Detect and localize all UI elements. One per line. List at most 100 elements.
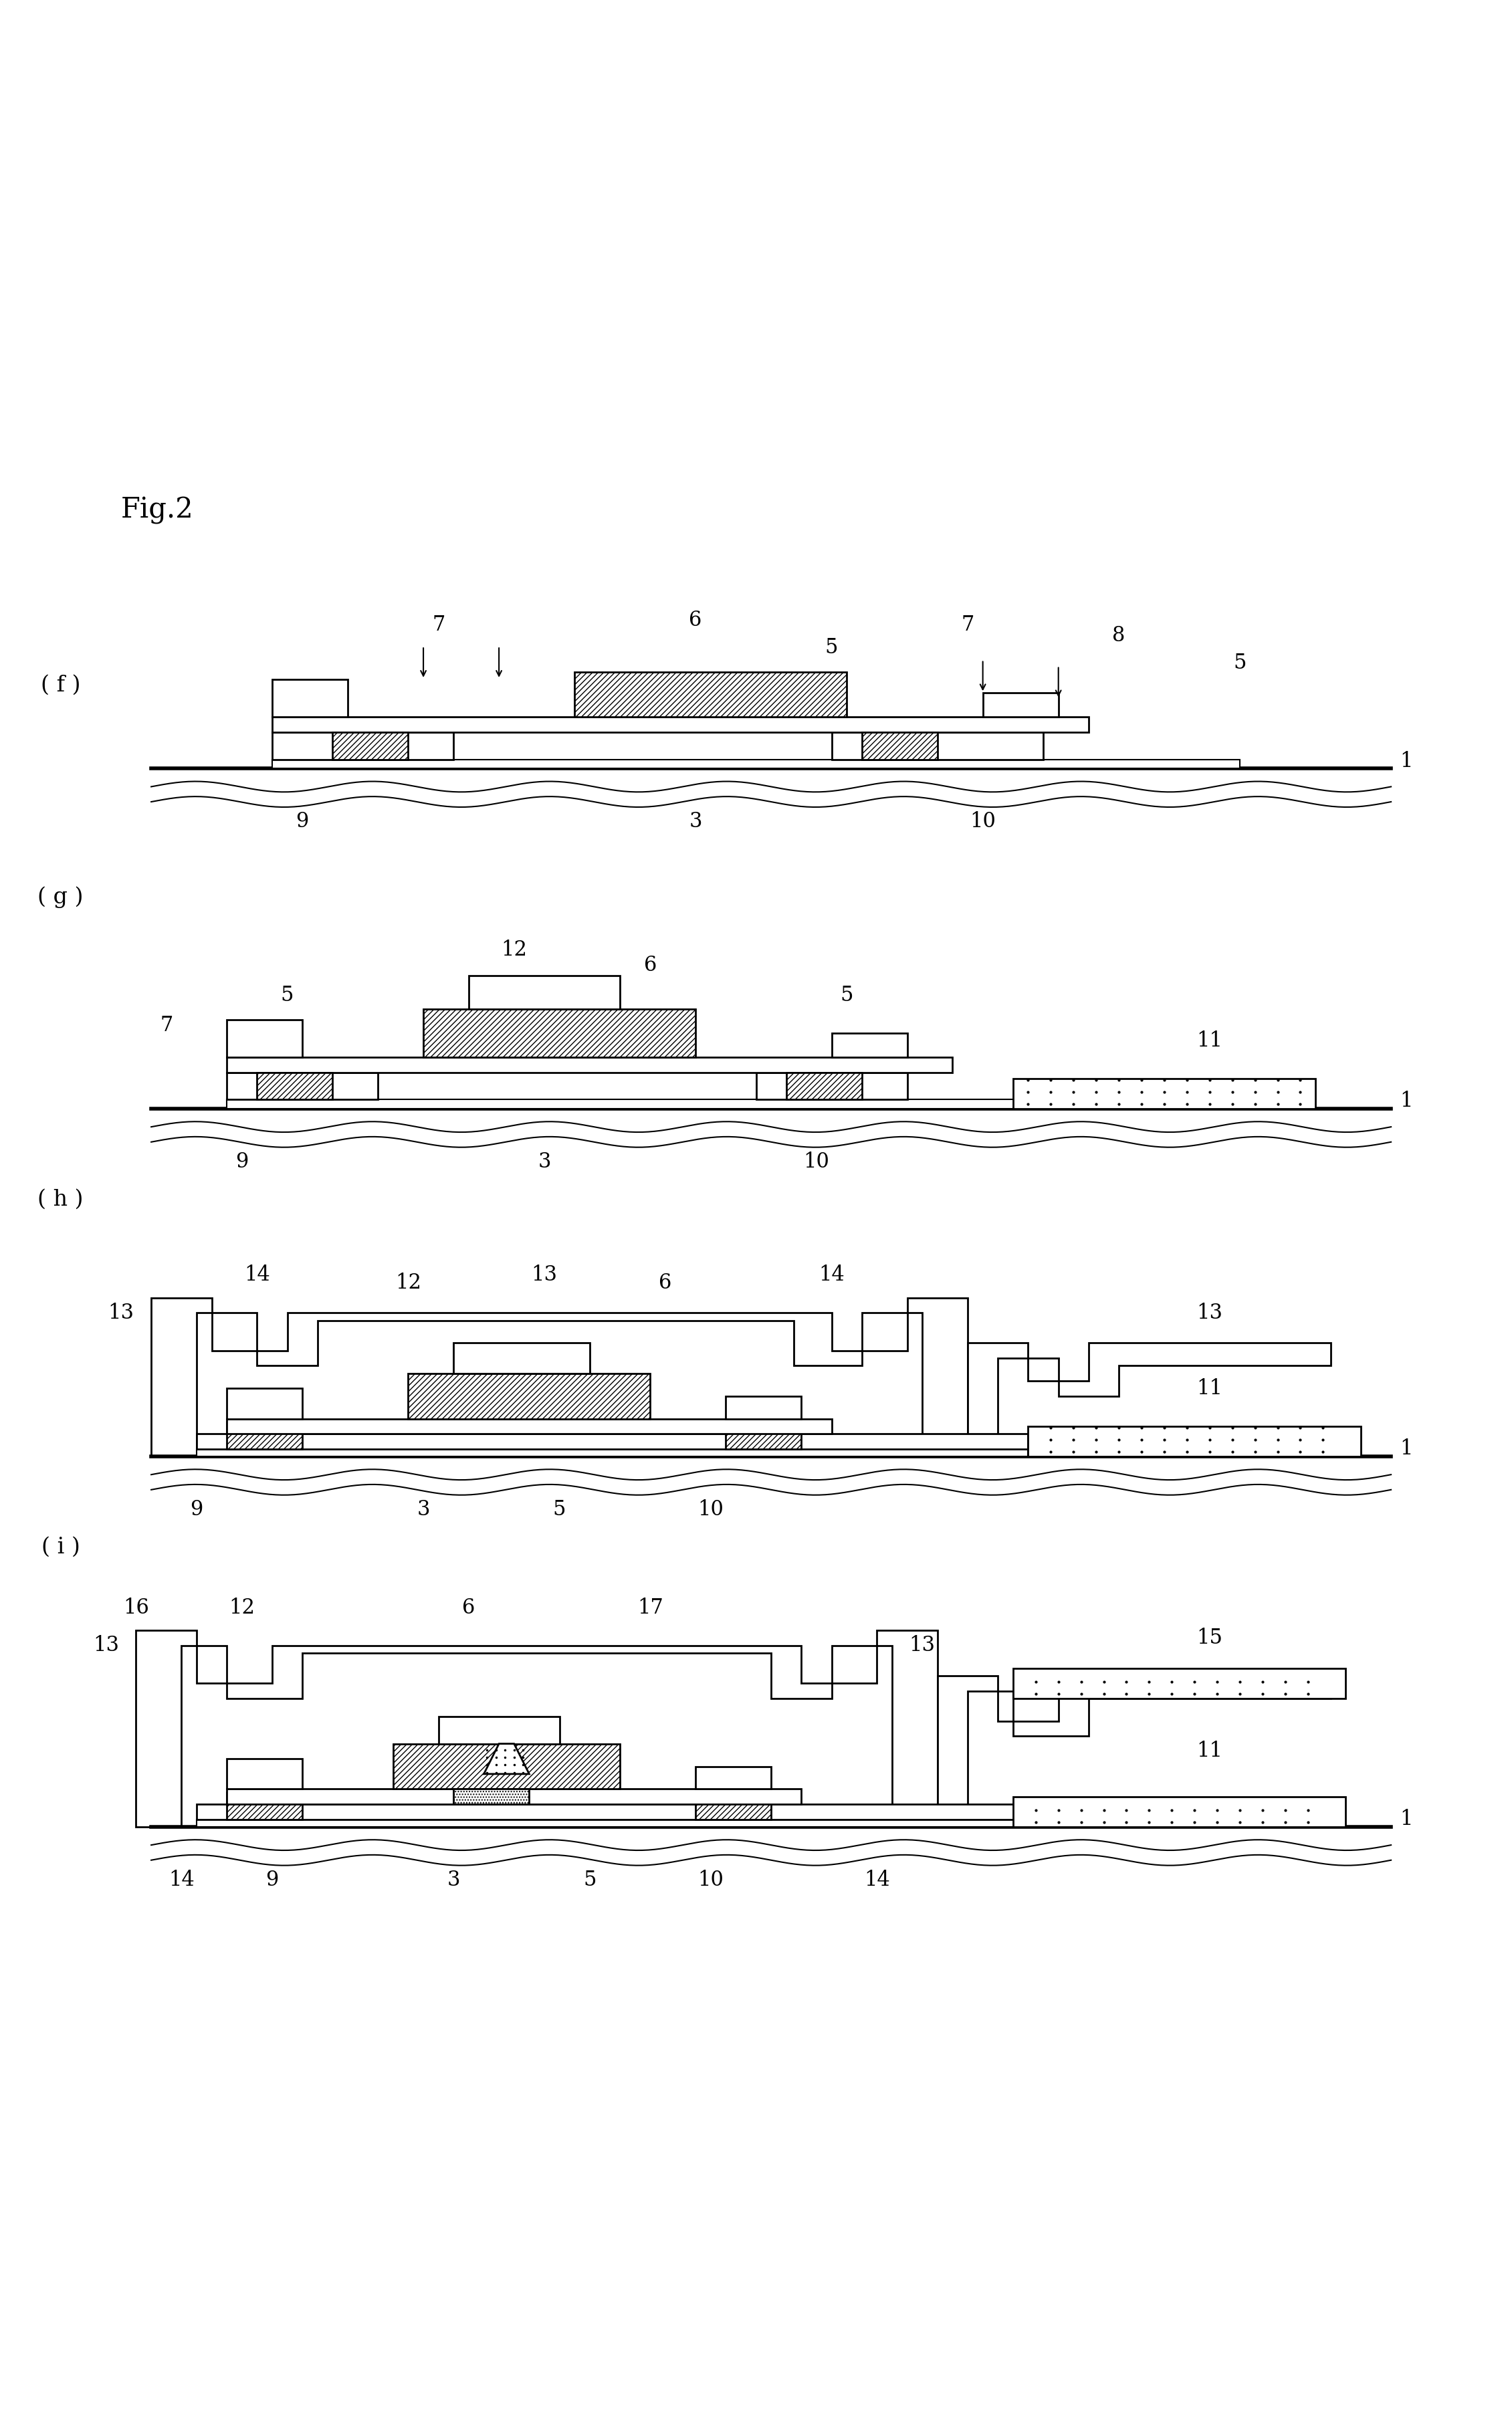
Bar <box>696 1767 771 1789</box>
Text: 16: 16 <box>122 1598 150 1617</box>
Bar <box>227 1057 953 1072</box>
Text: 14: 14 <box>168 1868 195 1890</box>
Text: 5: 5 <box>841 985 853 1007</box>
Bar <box>227 1760 302 1789</box>
Text: 11: 11 <box>1196 1378 1223 1398</box>
Text: 17: 17 <box>637 1598 664 1617</box>
Text: 3: 3 <box>689 811 702 833</box>
Text: 14: 14 <box>818 1265 845 1284</box>
Text: 12: 12 <box>228 1598 256 1617</box>
Text: 7: 7 <box>160 1016 172 1036</box>
Bar <box>393 1743 620 1789</box>
Text: 9: 9 <box>236 1151 248 1173</box>
Text: 12: 12 <box>395 1272 422 1294</box>
Bar <box>454 1342 590 1374</box>
Bar <box>333 731 408 760</box>
Bar <box>469 975 620 1009</box>
Bar <box>438 1716 559 1743</box>
Text: 15: 15 <box>1196 1627 1223 1649</box>
Text: 7: 7 <box>962 616 974 635</box>
Bar <box>832 731 1043 760</box>
Text: 10: 10 <box>697 1868 724 1890</box>
Text: 1: 1 <box>1400 1091 1412 1110</box>
Text: Fig.2: Fig.2 <box>121 497 194 524</box>
Text: 6: 6 <box>659 1272 671 1294</box>
Bar <box>227 1419 832 1434</box>
Text: 5: 5 <box>584 1868 596 1890</box>
Bar <box>227 1791 302 1820</box>
Bar <box>227 1388 302 1419</box>
Text: 13: 13 <box>909 1634 936 1656</box>
Text: 3: 3 <box>448 1868 460 1890</box>
Bar <box>227 1072 378 1101</box>
Text: 6: 6 <box>689 611 702 630</box>
Text: ( g ): ( g ) <box>38 886 83 908</box>
Bar <box>575 671 847 717</box>
Text: ( i ): ( i ) <box>41 1535 80 1557</box>
Text: 6: 6 <box>463 1598 475 1617</box>
Bar <box>983 693 1058 717</box>
Polygon shape <box>484 1743 529 1774</box>
Bar <box>408 1374 650 1419</box>
Text: 11: 11 <box>1196 1031 1223 1050</box>
Text: 5: 5 <box>826 637 838 659</box>
Bar <box>832 1033 907 1057</box>
Bar <box>227 1789 801 1803</box>
Text: 13: 13 <box>107 1304 135 1323</box>
Polygon shape <box>151 1299 968 1456</box>
Text: 10: 10 <box>697 1499 724 1521</box>
Bar <box>696 1791 771 1820</box>
Text: 9: 9 <box>266 1868 278 1890</box>
Bar <box>454 1789 529 1803</box>
Bar <box>197 1448 1028 1456</box>
Bar <box>1013 1668 1346 1699</box>
Text: 7: 7 <box>432 616 445 635</box>
Polygon shape <box>968 1342 1331 1456</box>
Text: 8: 8 <box>1113 625 1125 647</box>
Text: 9: 9 <box>191 1499 203 1521</box>
Text: ( f ): ( f ) <box>41 674 80 695</box>
Text: 13: 13 <box>92 1634 119 1656</box>
Bar <box>1013 1796 1346 1827</box>
Polygon shape <box>937 1675 1331 1827</box>
Bar <box>272 717 1089 731</box>
Bar <box>726 1422 801 1448</box>
Bar <box>257 1072 333 1101</box>
Bar <box>756 1072 907 1101</box>
Bar <box>272 731 454 760</box>
Text: 14: 14 <box>863 1868 891 1890</box>
Bar <box>227 1101 1058 1108</box>
Text: 13: 13 <box>1196 1304 1223 1323</box>
Text: 14: 14 <box>243 1265 271 1284</box>
Bar <box>1013 1079 1315 1108</box>
Bar <box>197 1803 1028 1820</box>
Text: 1: 1 <box>1400 1808 1412 1830</box>
Text: 13: 13 <box>531 1265 558 1284</box>
Bar <box>197 1820 1028 1827</box>
Bar <box>862 731 937 760</box>
Text: 9: 9 <box>296 811 308 833</box>
Bar <box>197 1434 1028 1448</box>
Bar <box>272 760 1240 768</box>
Text: 3: 3 <box>417 1499 429 1521</box>
Bar <box>726 1395 801 1419</box>
Text: 10: 10 <box>803 1151 830 1173</box>
Text: 11: 11 <box>1196 1740 1223 1762</box>
Bar <box>423 1009 696 1057</box>
Text: 5: 5 <box>1234 652 1246 674</box>
Polygon shape <box>136 1629 937 1827</box>
Bar <box>272 678 348 717</box>
Text: 10: 10 <box>969 811 996 833</box>
Text: 5: 5 <box>281 985 293 1007</box>
Bar <box>227 1019 302 1057</box>
Bar <box>227 1422 302 1448</box>
Bar <box>1028 1427 1361 1456</box>
Text: ( h ): ( h ) <box>38 1188 83 1209</box>
Bar <box>786 1072 862 1101</box>
Text: 12: 12 <box>500 939 528 961</box>
Text: 6: 6 <box>644 954 656 975</box>
Text: 3: 3 <box>538 1151 550 1173</box>
Text: 5: 5 <box>553 1499 565 1521</box>
Text: 1: 1 <box>1400 1439 1412 1460</box>
Text: 1: 1 <box>1400 751 1412 772</box>
